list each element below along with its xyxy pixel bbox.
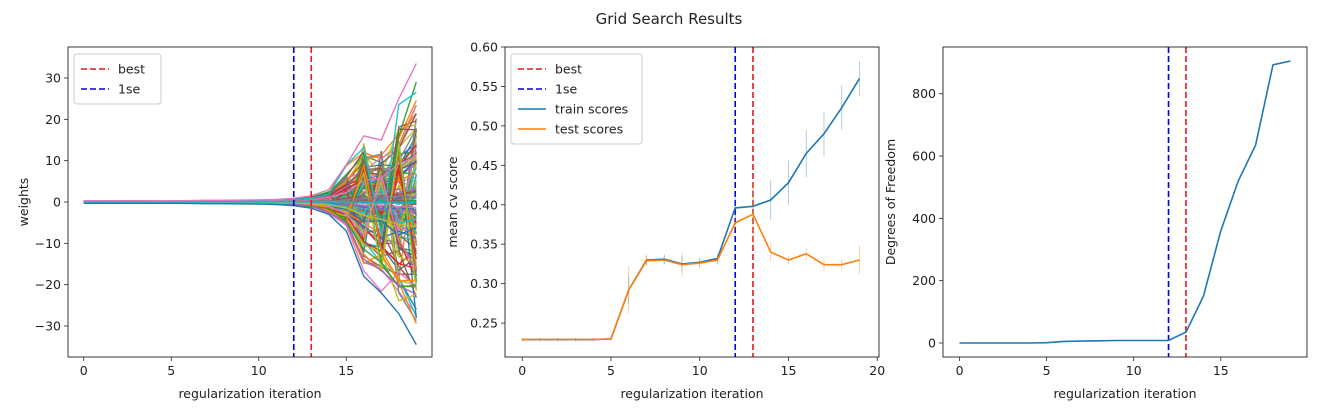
dof-line (959, 60, 1291, 344)
x-tick-label: 15 (781, 363, 797, 378)
y-tick-label: 0.45 (470, 158, 498, 173)
weight-line (83, 179, 417, 266)
cv-score-panel: 0 5 10 15 20 0.25 0.30 0.35 0.40 0.45 0.50 0.55 0.60… (445, 40, 885, 402)
y-axis-label: Degrees of Freedom (883, 139, 898, 265)
y-tick-label: 200 (912, 273, 936, 288)
y-tick-label: 600 (912, 149, 936, 164)
legend-label: best (118, 62, 145, 77)
y-tick-label: 800 (912, 86, 936, 101)
x-tick-label: 0 (80, 363, 88, 378)
x-tick-label: 0 (956, 363, 964, 378)
weight-line-min (83, 202, 417, 345)
y-tick-label: 20 (45, 112, 61, 127)
legend-label: 1se (555, 82, 577, 97)
y-tick-label: 400 (912, 211, 936, 226)
y-tick-label: 0.60 (470, 40, 498, 55)
y-tick-label: 0.55 (470, 79, 498, 94)
series-test-scores (521, 182, 860, 342)
x-tick-label: 10 (1126, 363, 1142, 378)
axes-frame (504, 46, 880, 358)
y-tick-label: 30 (45, 71, 61, 86)
y-axis-label: weights (16, 178, 31, 227)
y-tick-label: −10 (35, 236, 61, 251)
y-axis-label: mean cv score (445, 156, 460, 248)
y-tick-label: 0.50 (470, 118, 498, 133)
y-tick-label: 0.40 (470, 197, 498, 212)
y-tick-label: 0 (53, 195, 61, 210)
x-tick-label: 10 (251, 363, 267, 378)
y-tick-label: −30 (35, 319, 61, 334)
x-tick-label: 20 (869, 363, 885, 378)
axes-frame (67, 46, 433, 358)
x-tick-label: 0 (518, 363, 526, 378)
x-tick-label: 5 (167, 363, 175, 378)
legend-label: best (555, 62, 582, 77)
legend-label: test scores (555, 122, 623, 137)
y-tick-label: 0.25 (470, 316, 498, 331)
legend-box (73, 53, 162, 105)
x-tick-label: 10 (692, 363, 708, 378)
x-axis-label: regularization iteration (1053, 386, 1196, 401)
x-tick-label: 15 (1213, 363, 1229, 378)
x-tick-label: 5 (1043, 363, 1051, 378)
y-tick-label: 0.30 (470, 276, 498, 291)
weights-panel: 0 5 10 15 −30 −20 −10 0 10 20 30 regularization ite… (16, 46, 433, 401)
weight-lines (83, 63, 417, 345)
dof-panel: 0 5 10 15 0 200 400 600 800 regularization iterat… (883, 46, 1308, 401)
series-line (522, 213, 860, 341)
x-axis-label: regularization iteration (620, 386, 763, 401)
legend-label: 1se (118, 82, 140, 97)
x-tick-label: 5 (607, 363, 615, 378)
figure-title: Grid Search Results (596, 10, 743, 28)
axes-frame (942, 46, 1308, 358)
x-axis-label: regularization iteration (178, 386, 321, 401)
weight-line-max (83, 63, 417, 202)
y-tick-label: 0 (928, 335, 936, 350)
y-tick-label: 0.35 (470, 237, 498, 252)
y-tick-label: −20 (35, 277, 61, 292)
x-tick-label: 15 (338, 363, 354, 378)
y-tick-label: 10 (45, 153, 61, 168)
legend-box (510, 53, 643, 145)
legend-label: train scores (555, 102, 628, 117)
